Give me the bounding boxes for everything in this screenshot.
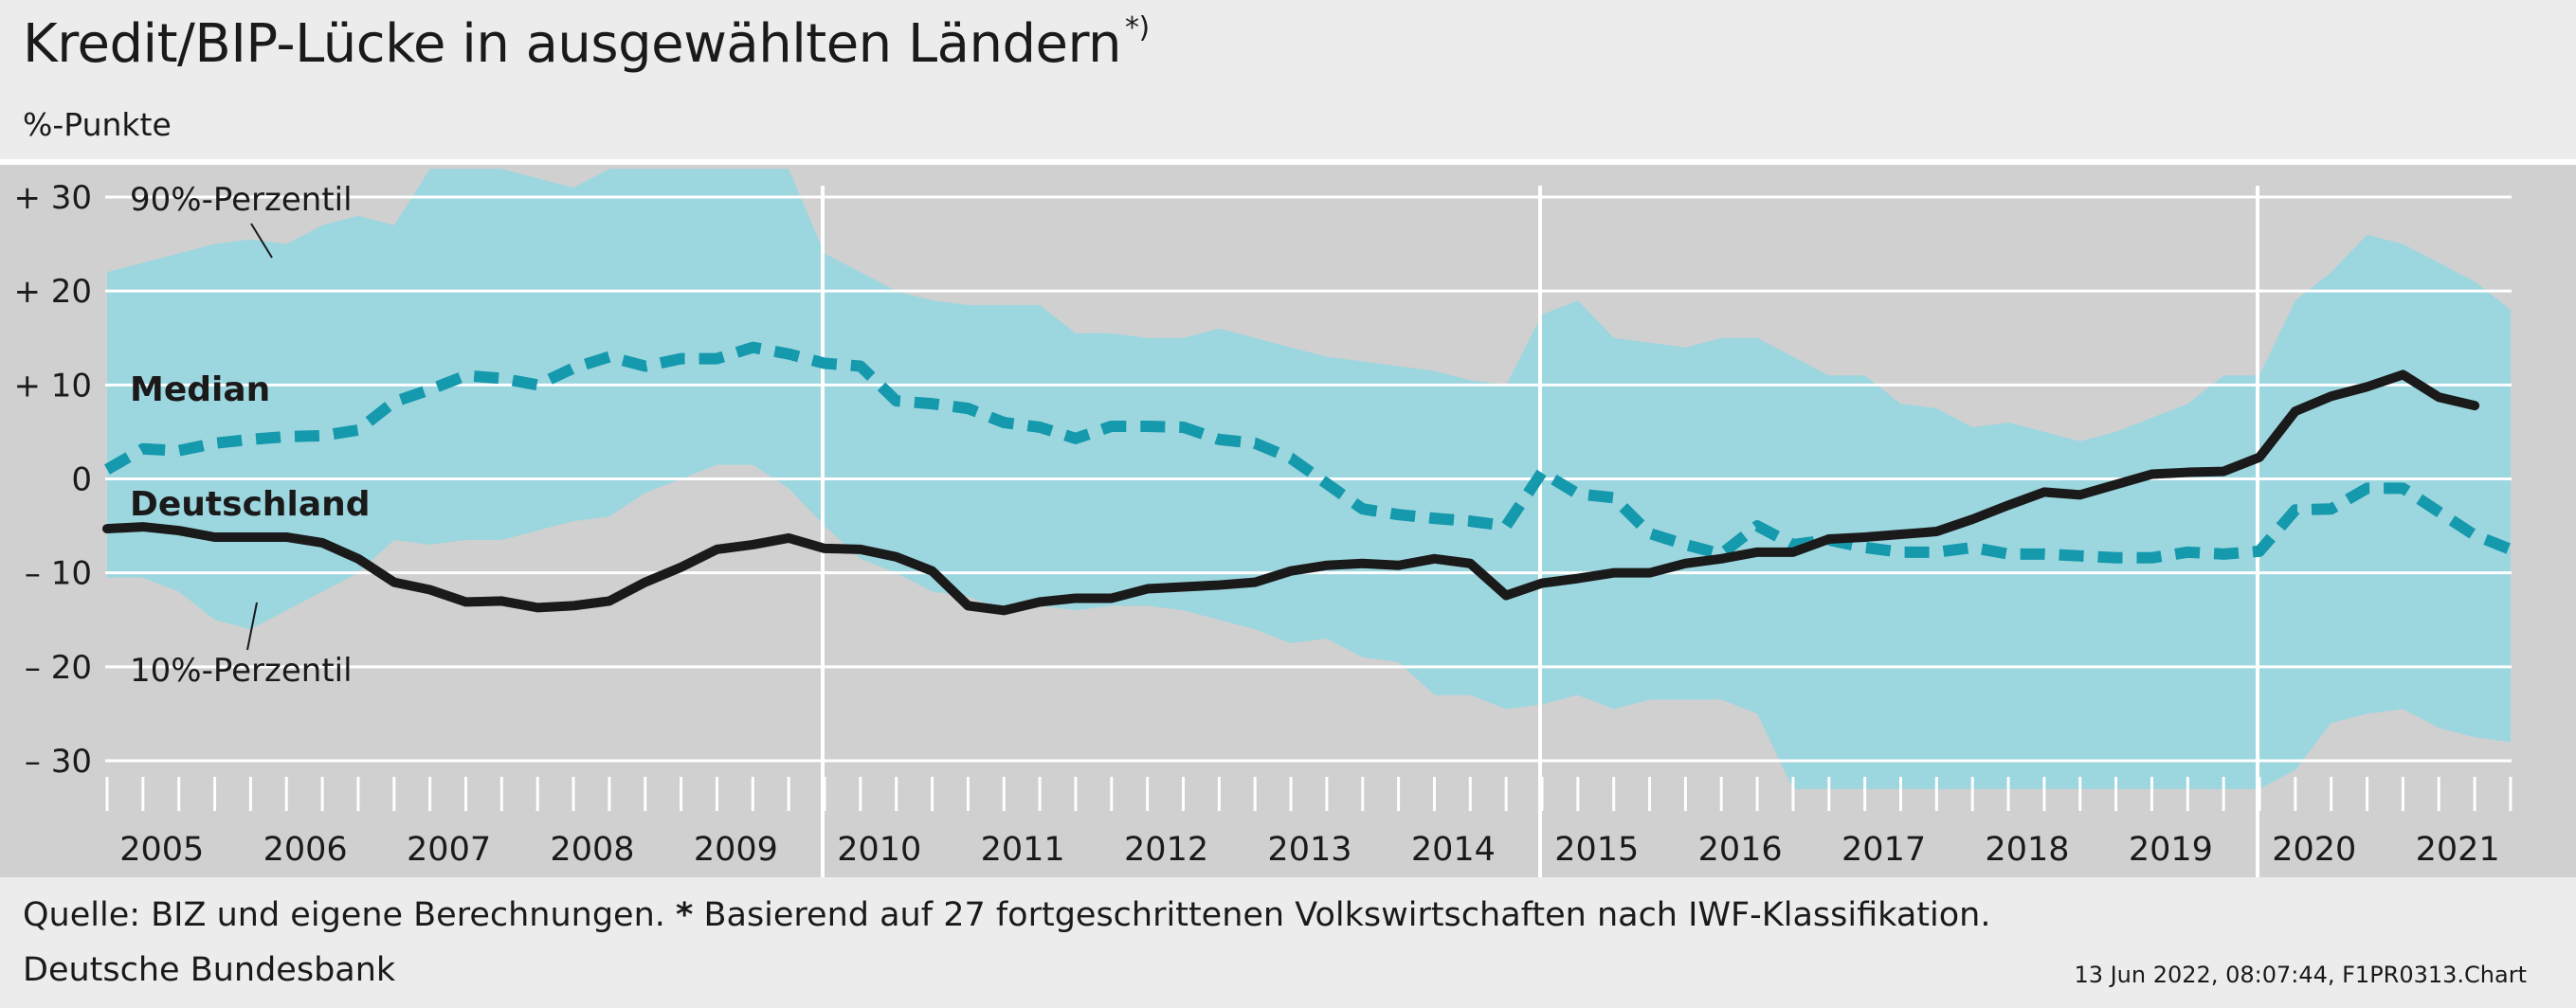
x-tick-label: 2012 — [1124, 831, 1208, 869]
series-line-deutschland — [102, 369, 2480, 616]
source-note: Quelle: BIZ und eigene Berechnungen. * B… — [23, 896, 1990, 934]
footnote-text: Basierend auf 27 fortgeschrittenen Volks… — [703, 896, 1991, 934]
x-tick-label: 2020 — [2272, 831, 2356, 869]
x-tick-label: 2009 — [694, 831, 778, 869]
label-10-perzentil: 10%-Perzentil — [130, 652, 353, 690]
header-separator — [0, 159, 2576, 165]
x-tick-label: 2018 — [1985, 831, 2069, 869]
x-tick-label: 2019 — [2129, 831, 2213, 869]
source-text: Quelle: BIZ und eigene Berechnungen. — [23, 896, 665, 934]
title-text: Kredit/BIP-Lücke in ausgewählten Ländern — [23, 13, 1122, 75]
label-90-perzentil: 90%-Perzentil — [130, 181, 353, 219]
y-tick-label: 0 — [71, 461, 92, 499]
x-tick-label: 2010 — [837, 831, 921, 869]
x-tick-label: 2015 — [1554, 831, 1639, 869]
x-tick-label: 2006 — [263, 831, 348, 869]
footnote-marker: * — [676, 896, 694, 934]
title-footnote-marker: *) — [1125, 11, 1150, 45]
publisher: Deutsche Bundesbank — [23, 951, 396, 989]
y-tick-label: + 30 — [13, 179, 92, 217]
leader-10-perzentil — [246, 602, 258, 651]
x-tick-label: 2021 — [2416, 831, 2500, 869]
x-tick-label: 2005 — [119, 831, 204, 869]
y-tick-label: – 30 — [25, 743, 92, 781]
y-tick-label: – 20 — [25, 649, 92, 687]
y-tick-label: + 10 — [13, 367, 92, 405]
series-line-median — [104, 341, 2513, 564]
leader-90-perzentil — [250, 223, 273, 259]
x-tick-label: 2014 — [1411, 831, 1496, 869]
label-deutschland: Deutschland — [130, 485, 371, 524]
x-tick-label: 2016 — [1698, 831, 1783, 869]
y-tick-label: + 20 — [13, 273, 92, 311]
x-tick-label: 2011 — [981, 831, 1065, 869]
x-tick-label: 2017 — [1841, 831, 1926, 869]
y-tick-label: – 10 — [25, 555, 92, 593]
label-median: Median — [130, 370, 270, 409]
x-tick-label: 2008 — [550, 831, 634, 869]
chart-title: Kredit/BIP-Lücke in ausgewählten Ländern… — [23, 11, 1150, 75]
x-tick-label: 2013 — [1267, 831, 1351, 869]
unit-label: %-Punkte — [23, 106, 172, 143]
timestamp: 13 Jun 2022, 08:07:44, F1PR0313.Chart — [2074, 962, 2527, 988]
x-tick-label: 2007 — [407, 831, 491, 869]
